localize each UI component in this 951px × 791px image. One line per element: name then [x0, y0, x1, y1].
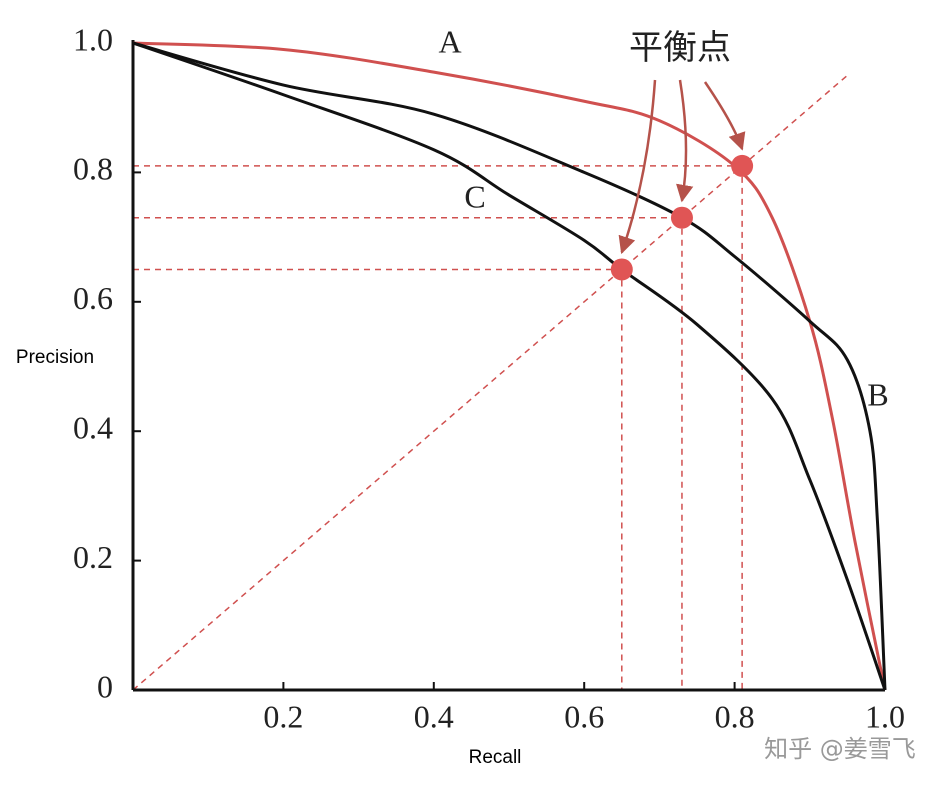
curve-label: A — [438, 23, 461, 59]
y-tick-label: 0.6 — [73, 280, 113, 316]
y-tick-label: 0.2 — [73, 539, 113, 575]
x-tick-label: 0.8 — [715, 698, 755, 734]
annotation: 平衡点 — [629, 28, 731, 68]
x-axis-label: Recall — [469, 747, 522, 768]
watermark: 知乎 @姜雪飞 — [764, 735, 916, 763]
diagonal — [132, 74, 848, 691]
y-axis-label: Precision — [16, 347, 94, 368]
y-tick-label: 1.0 — [73, 21, 113, 57]
break-even-point — [610, 258, 633, 281]
x-tick-label: 0.2 — [263, 698, 303, 734]
curve-label: C — [464, 178, 485, 214]
arrow — [703, 81, 746, 151]
break-even-point — [731, 154, 754, 177]
curve-label: B — [867, 376, 888, 412]
y-tick-label: 0.4 — [73, 410, 113, 446]
x-tick-label: 0.6 — [564, 698, 604, 734]
curve — [132, 41, 887, 691]
arrow — [618, 79, 657, 255]
arrow — [676, 79, 694, 203]
x-tick-label: 1.0 — [865, 698, 905, 734]
y-tick-label: 0.8 — [73, 151, 113, 187]
y-tick-label: 0 — [97, 668, 113, 704]
x-tick-label: 0.4 — [414, 698, 454, 734]
break-even-point — [670, 206, 693, 229]
